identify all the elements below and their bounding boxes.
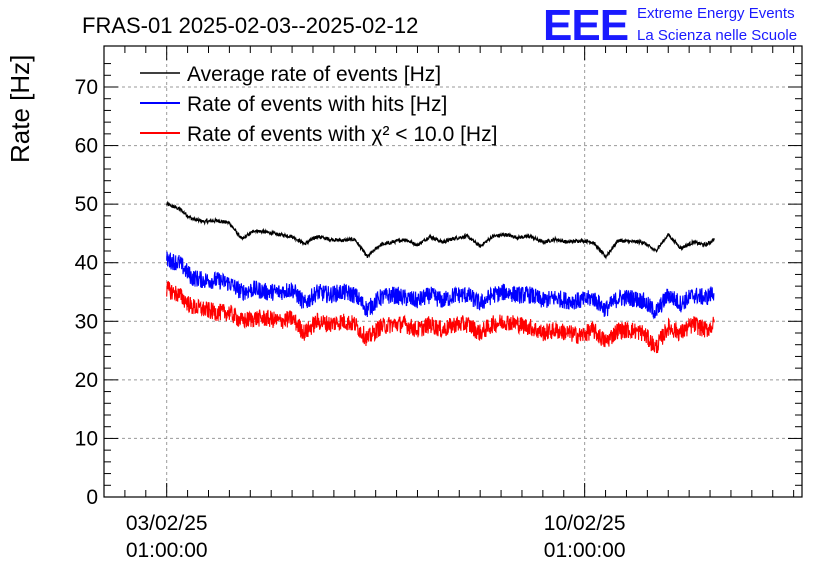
y-tick-label: 20 — [75, 369, 98, 392]
chart-title: FRAS-01 2025-02-03--2025-02-12 — [82, 13, 418, 38]
plot-frame — [103, 45, 803, 498]
eee-logo-line2: La Scienza nelle Scuole — [637, 27, 797, 44]
y-tick-label: 0 — [86, 486, 98, 509]
grid — [104, 46, 802, 497]
x-tick-time-label: 01:00:00 — [126, 539, 208, 562]
legend-label-1: Average rate of events [Hz] — [187, 63, 441, 86]
legend-label-2: Rate of events with hits [Hz] — [187, 93, 447, 116]
x-tick-time-label: 01:00:00 — [544, 539, 626, 562]
y-tick-label: 40 — [75, 252, 98, 275]
x-tick-date-label: 10/02/25 — [544, 512, 626, 535]
y-tick-label: 10 — [75, 427, 98, 450]
series-line-3 — [166, 281, 715, 354]
legend: Average rate of events [Hz] Rate of event… — [140, 63, 497, 146]
y-axis-title: Rate [Hz] — [5, 55, 35, 163]
x-tick-date-label: 03/02/25 — [126, 512, 208, 535]
axes: 0 10 20 30 40 50 60 70 03/02/25 01:00:00 10/02/25 0… — [75, 45, 803, 562]
y-tick-label: 50 — [75, 193, 98, 216]
y-tick-label: 60 — [75, 135, 98, 158]
y-tick-label: 30 — [75, 310, 98, 333]
series-layer — [166, 200, 715, 354]
eee-logo-line1: Extreme Energy Events — [637, 5, 795, 22]
legend-label-3: Rate of events with χ² < 10.0 [Hz] — [187, 123, 497, 146]
series-line-1 — [166, 200, 715, 260]
y-tick-label: 70 — [75, 76, 98, 99]
eee-logo: EEE — [543, 1, 628, 50]
series-line-2 — [166, 251, 715, 320]
